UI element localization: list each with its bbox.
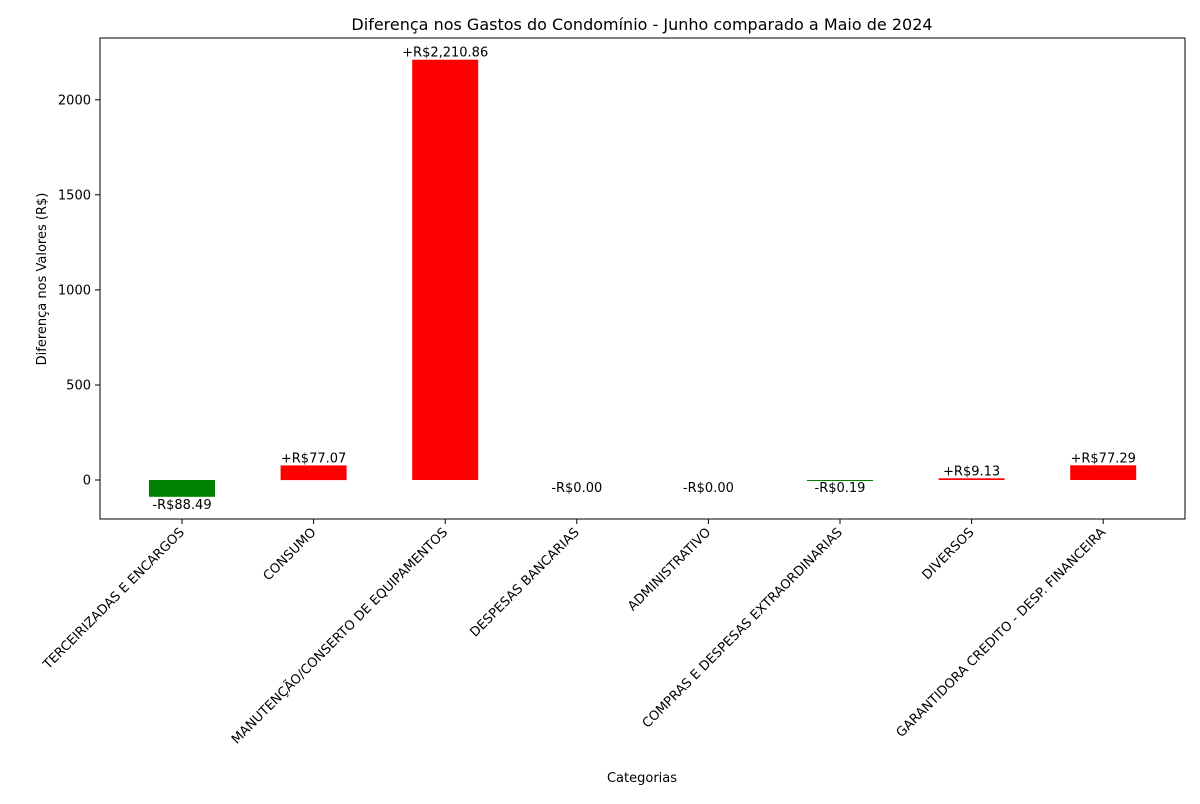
y-tick-label: 0 — [83, 474, 91, 489]
bar — [280, 465, 347, 481]
data-label: +R$77.29 — [1070, 451, 1135, 466]
x-axis-label: Categorias — [607, 771, 677, 786]
y-tick-label: 500 — [66, 379, 91, 394]
y-axis-label: Diferença nos Valores (R$) — [35, 193, 50, 366]
data-label: +R$77.07 — [281, 451, 346, 466]
data-labels-layer: -R$88.49 +R$77.07 +R$2,210.86 -R$0.00 -R$0.0… — [152, 46, 1136, 513]
data-label: -R$0.19 — [815, 481, 866, 496]
chart-title: Diferença nos Gastos do Condomínio - Jun… — [351, 15, 932, 34]
bar — [412, 59, 479, 480]
y-tick-label: 1000 — [58, 283, 91, 298]
y-tick-label: 2000 — [58, 93, 91, 108]
bar — [938, 478, 1005, 480]
bar — [149, 480, 215, 497]
bars-layer — [149, 59, 1137, 497]
plot-area-frame — [99, 37, 1186, 520]
data-label: -R$88.49 — [152, 498, 211, 513]
bar — [1070, 465, 1137, 480]
data-label: -R$0.00 — [683, 481, 734, 496]
bar — [807, 480, 873, 481]
data-label: +R$9.13 — [943, 464, 1000, 479]
data-label: -R$0.00 — [551, 481, 602, 496]
data-label: +R$2,210.86 — [402, 46, 488, 61]
y-tick-label: 1500 — [58, 188, 91, 203]
